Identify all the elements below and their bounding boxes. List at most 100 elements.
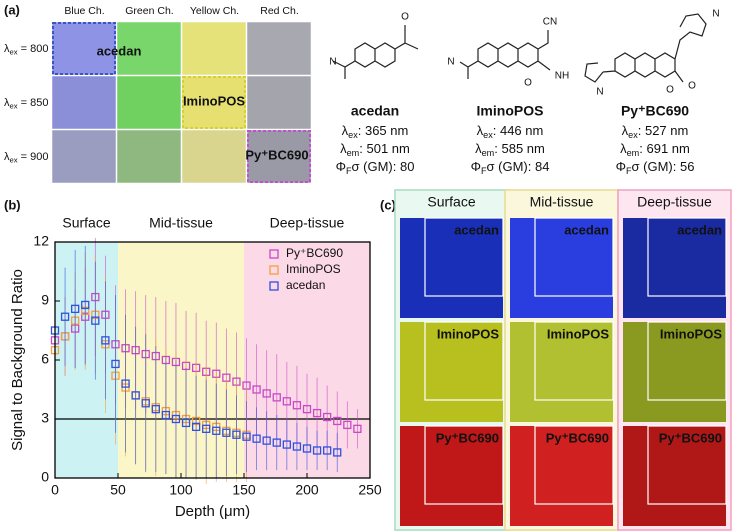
inset-box xyxy=(534,321,614,401)
marker xyxy=(222,428,231,437)
subscript: F xyxy=(481,166,487,176)
atom-label: CN xyxy=(543,17,557,28)
y-tick-label: 12 xyxy=(33,233,49,249)
x-tick-label: 200 xyxy=(295,482,319,498)
subscript: em xyxy=(482,148,495,158)
sub-label: ΦFσ (GM): 80 xyxy=(336,159,415,176)
marker xyxy=(262,436,271,445)
sub-label: λex: 365 nm xyxy=(342,123,409,140)
micrograph-label: Py⁺BC690 xyxy=(659,430,722,445)
label-rest: σ (GM): 56 xyxy=(632,159,695,174)
region xyxy=(118,242,244,478)
atom-label: O xyxy=(666,85,674,96)
micrograph-label: IminoPOS xyxy=(437,326,499,341)
marker xyxy=(343,420,352,430)
marker xyxy=(101,336,110,345)
sub-label: ΦFσ (GM): 84 xyxy=(471,159,550,176)
column-label: Deep-tissue xyxy=(637,194,712,210)
marker xyxy=(252,434,261,443)
symbol: Φ xyxy=(336,159,346,174)
marker xyxy=(232,430,241,439)
marker xyxy=(131,391,140,400)
inset-box xyxy=(424,217,504,297)
inset-box xyxy=(647,425,727,505)
marker xyxy=(121,379,130,388)
acedan-structure xyxy=(332,25,419,79)
marker xyxy=(242,432,251,441)
atom-label: O xyxy=(401,12,409,23)
tile-label: Py⁺BC690 xyxy=(245,147,308,162)
micrograph xyxy=(623,322,726,422)
micrograph xyxy=(510,426,613,526)
micrograph xyxy=(400,426,503,526)
symbol: λ xyxy=(4,151,10,163)
inset-box xyxy=(647,321,727,401)
micrograph xyxy=(510,322,613,422)
subscript: F xyxy=(626,166,632,176)
dye-name: Py⁺BC690 xyxy=(621,103,689,119)
x-axis-label: Depth (μm) xyxy=(175,503,250,520)
x-tick-label: 0 xyxy=(51,482,59,498)
image-tile xyxy=(246,21,312,76)
marker xyxy=(81,300,90,310)
marker xyxy=(282,397,291,406)
marker xyxy=(323,446,332,455)
marker xyxy=(71,304,80,314)
micrograph-label: IminoPOS xyxy=(660,326,722,341)
micrograph xyxy=(400,218,503,318)
marker xyxy=(292,401,302,410)
marker xyxy=(312,446,322,455)
symbol: λ xyxy=(620,141,627,156)
iminopos-structure xyxy=(459,30,551,79)
region-label: Deep-tissue xyxy=(270,215,345,231)
micrograph xyxy=(623,218,726,318)
symbol: λ xyxy=(4,97,10,109)
label-rest: : 365 nm xyxy=(358,123,409,138)
panel-label: (b) xyxy=(4,197,21,212)
marker xyxy=(141,399,150,408)
highlight-box xyxy=(247,130,311,183)
marker xyxy=(292,442,302,451)
region xyxy=(55,242,118,478)
panel-label: (a) xyxy=(4,2,20,17)
micrograph xyxy=(510,218,613,318)
marker xyxy=(272,393,281,402)
legend-marker xyxy=(269,265,279,275)
legend-marker xyxy=(269,249,279,259)
marker xyxy=(302,444,312,453)
image-tile xyxy=(181,75,247,130)
channel-label: Blue Ch. xyxy=(64,5,104,17)
marker xyxy=(161,410,171,420)
label-rest: : 501 nm xyxy=(359,141,410,156)
image-tile xyxy=(181,21,247,76)
column-label: Mid-tissue xyxy=(530,194,594,210)
micrograph-label: acedan xyxy=(454,222,499,237)
label-rest: σ (GM): 84 xyxy=(487,159,550,174)
marker xyxy=(333,416,342,426)
sub-label: λex: 446 nm xyxy=(477,123,544,140)
highlight-box xyxy=(182,76,246,129)
symbol: λ xyxy=(475,141,482,156)
region-label: Mid-tissue xyxy=(149,215,213,231)
marker xyxy=(151,405,160,414)
atom-label: O xyxy=(524,78,532,89)
legend-label: acedan xyxy=(286,278,325,292)
dye-name: acedan xyxy=(351,103,399,119)
marker xyxy=(252,385,261,394)
legend-label: Py⁺BC690 xyxy=(286,246,343,260)
symbol: λ xyxy=(622,123,629,138)
image-tile xyxy=(116,129,182,184)
atom-label: N xyxy=(447,57,454,68)
atom-label: NH xyxy=(555,71,569,82)
image-tile xyxy=(116,75,182,130)
tile-label: IminoPOS xyxy=(183,93,245,108)
sub-label: λex: 527 nm xyxy=(622,123,689,140)
marker xyxy=(111,359,120,369)
y-tick-label: 0 xyxy=(41,469,49,485)
y-tick-label: 6 xyxy=(41,351,49,367)
marker xyxy=(202,424,211,433)
marker xyxy=(191,422,201,432)
panel-label: (c) xyxy=(380,197,396,212)
symbol: Φ xyxy=(616,159,626,174)
